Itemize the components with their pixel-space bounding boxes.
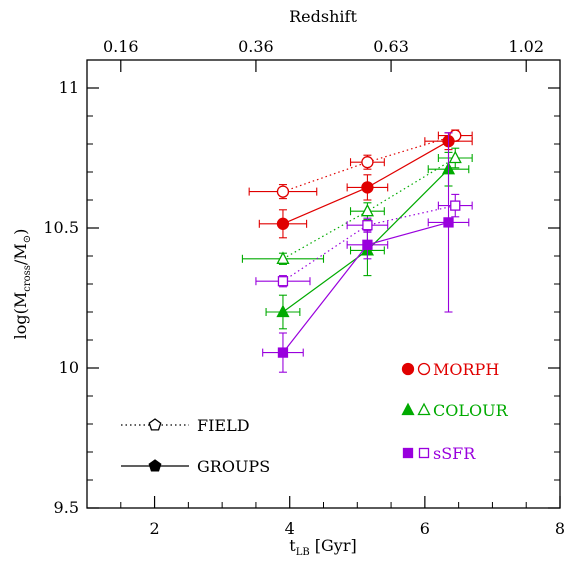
- x-axis-label: tLB [Gyr]: [289, 536, 356, 558]
- series-colour-field: [241, 147, 473, 265]
- pentagon-icon: [148, 459, 162, 472]
- data-point: [443, 217, 454, 228]
- y-axis-label: log(Mcross/M⊙): [11, 229, 33, 340]
- data-point: [361, 156, 374, 169]
- data-point: [276, 251, 290, 264]
- legend-morph: MORPH: [401, 360, 499, 379]
- top-tick-label: 0.36: [238, 37, 274, 56]
- y-tick-label: 10: [59, 358, 79, 377]
- x-tick-label: 2: [149, 519, 159, 538]
- circle-icon: [417, 362, 431, 376]
- plot-frame: [86, 59, 561, 509]
- legend-field: FIELD: [121, 416, 250, 435]
- series-layer: [241, 129, 473, 373]
- series-morph-field: [248, 129, 473, 200]
- y-tick-label: 9.5: [54, 498, 79, 517]
- y-tick-label: 11: [59, 78, 79, 97]
- circle-icon: [401, 362, 415, 376]
- y-tick-label: 10.5: [43, 218, 79, 237]
- data-point: [360, 203, 374, 217]
- x-tick-label: 6: [420, 519, 430, 538]
- legend-ssfr: sSFR: [402, 444, 476, 463]
- data-point: [276, 185, 290, 198]
- legend-groups: GROUPS: [121, 457, 270, 476]
- data-point: [362, 220, 373, 231]
- top-tick-label: 0.16: [103, 37, 139, 56]
- legend-label: GROUPS: [197, 457, 270, 476]
- data-point: [277, 347, 289, 358]
- square-icon: [418, 447, 430, 459]
- legend-layer: FIELD GROUPS MORPH COLOUR sSFR: [121, 360, 509, 476]
- series-ssfr-groups: [262, 132, 470, 373]
- axes: 2 4 6 8 0.16 0.36 0.63 1.02 9.5 10 10.5 11: [43, 37, 565, 538]
- square-icon: [402, 447, 414, 459]
- legend-label: COLOUR: [433, 401, 509, 420]
- legend-label: sSFR: [433, 444, 476, 463]
- legend-label: FIELD: [197, 416, 250, 435]
- top-tick-label: 0.63: [373, 37, 409, 56]
- data-point: [277, 276, 289, 287]
- legend-colour: COLOUR: [401, 401, 509, 420]
- triangle-icon: [401, 402, 415, 416]
- series-line: [282, 157, 456, 260]
- legend-label: MORPH: [433, 360, 499, 379]
- data-point: [362, 239, 373, 250]
- x-tick-label: 8: [555, 519, 565, 538]
- data-point: [361, 181, 374, 194]
- top-tick-label: 1.02: [508, 37, 544, 56]
- pentagon-icon: [148, 418, 162, 431]
- data-point: [276, 304, 290, 318]
- data-point: [450, 200, 461, 211]
- data-point: [448, 150, 462, 164]
- x-tick-label: 4: [285, 519, 295, 538]
- series-ssfr-field: [255, 193, 473, 288]
- triangle-icon: [417, 402, 431, 416]
- top-axis-label: Redshift: [289, 7, 357, 26]
- data-point: [276, 217, 290, 230]
